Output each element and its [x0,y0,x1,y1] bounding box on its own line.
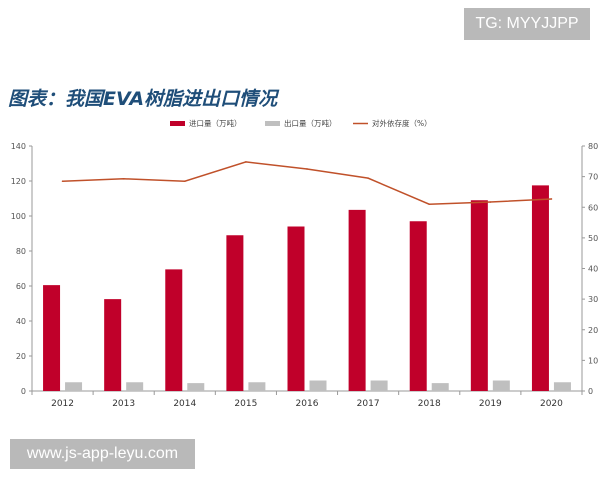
export-bar [431,383,449,391]
import-bar [348,209,366,391]
export-bar [492,380,510,391]
figure-title: 图表：我国EVA树脂进出口情况 [8,88,278,110]
x-tick-label: 2012 [51,399,74,409]
x-tick-label: 2015 [234,399,257,409]
right-tick-label: 0 [588,387,593,396]
import-bar [43,285,61,391]
right-tick-label: 80 [588,142,598,151]
right-tick-label: 10 [588,356,598,365]
import-bar [104,299,122,391]
left-tick-label: 60 [16,282,26,291]
legend-import-label: 进口量（万吨） [189,118,242,128]
left-tick-label: 20 [16,352,26,361]
legend-export-swatch [265,121,280,126]
right-tick-label: 60 [588,203,598,212]
dependency-point [183,180,186,183]
right-tick-label: 30 [588,295,598,304]
left-axis: 0 20 40 60 80 100 120 140 [11,142,33,396]
dependency-point [367,177,369,179]
export-bar [65,382,83,391]
right-tick-label: 70 [588,173,598,182]
import-bar [409,221,427,391]
export-bar [248,382,266,391]
left-tick-label: 140 [11,142,26,151]
import-bar [165,269,183,391]
right-axis: 0 10 20 30 40 50 60 70 80 [581,142,598,396]
legend-import-swatch [170,121,185,126]
dependency-point [245,161,247,163]
import-bar [226,235,244,391]
dependency-point [428,203,431,205]
legend-dependency-label: 对外依存度（%） [372,118,432,128]
left-tick-label: 80 [16,247,26,256]
right-tick-label: 20 [588,326,598,335]
dependency-point [61,180,64,183]
x-tick-label: 2016 [296,399,319,409]
bars [43,185,571,391]
export-bar [370,380,388,391]
right-tick-label: 50 [588,234,598,243]
x-tick-label: 2017 [357,399,380,409]
left-tick-label: 40 [16,317,26,326]
left-tick-label: 100 [11,212,26,221]
x-tick-label: 2020 [540,399,563,409]
dependency-point [122,177,125,180]
x-tick-label: 2018 [418,399,441,409]
left-tick-label: 0 [21,387,26,396]
dependency-point [550,198,553,200]
right-tick-label: 40 [588,265,598,274]
import-bar [470,200,488,391]
left-tick-label: 120 [11,177,26,186]
import-bar [287,226,305,391]
export-bar [309,380,327,391]
legend: 进口量（万吨） 出口量（万吨） 对外依存度（%） [170,118,432,128]
dependency-line-group [61,161,553,205]
watermark-top: TG: MYYJJPP [464,8,590,40]
export-bar [553,382,571,391]
x-axis: 2012 2013 2014 2015 2016 2017 2018 2019 2020 [31,390,583,409]
x-tick-label: 2014 [173,399,196,409]
x-tick-label: 2019 [479,399,502,409]
dependency-point [489,201,492,203]
x-tick-label: 2013 [112,399,135,409]
export-bar [126,382,144,391]
export-bar [187,383,205,391]
import-bar [531,185,549,391]
watermark-bottom: www.js-app-leyu.com [10,439,195,469]
legend-export-label: 出口量（万吨） [284,118,337,128]
dependency-point [306,168,308,170]
